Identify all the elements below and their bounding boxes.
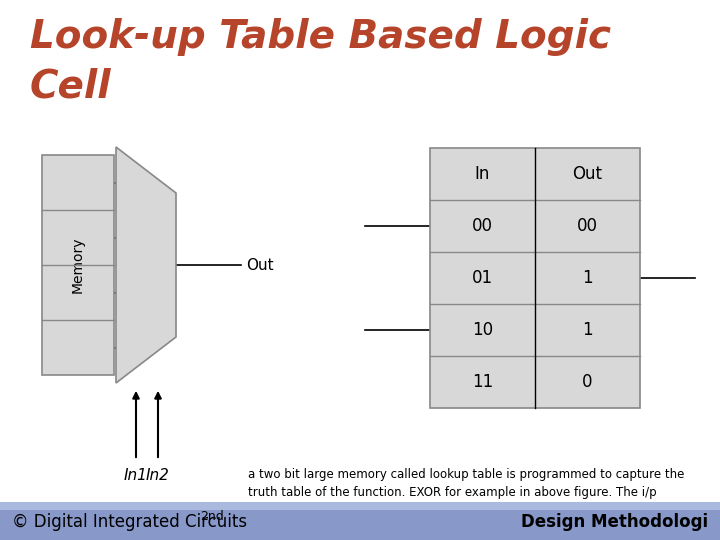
Text: 11: 11: [472, 373, 493, 391]
Text: Memory: Memory: [71, 237, 85, 293]
Text: Design Methodologi: Design Methodologi: [521, 513, 708, 531]
Bar: [0, 502, 720, 540]
Text: 00: 00: [577, 217, 598, 235]
Text: In2: In2: [146, 468, 170, 483]
Text: Out: Out: [572, 165, 603, 183]
Text: 01: 01: [472, 269, 493, 287]
Text: 2nd: 2nd: [200, 510, 224, 523]
Text: © Digital Integrated Circuits: © Digital Integrated Circuits: [12, 513, 247, 531]
Bar: [42, 155, 114, 375]
Text: 00: 00: [472, 217, 493, 235]
Text: In1: In1: [124, 468, 148, 483]
Bar: [0, 502, 720, 510]
Text: 10: 10: [472, 321, 493, 339]
Text: 1: 1: [582, 321, 593, 339]
Text: Out: Out: [246, 258, 274, 273]
Polygon shape: [116, 147, 176, 383]
Bar: [430, 148, 640, 408]
Text: Look-up Table Based Logic: Look-up Table Based Logic: [30, 18, 611, 56]
Text: 0: 0: [582, 373, 593, 391]
Text: a two bit large memory called lookup table is programmed to capture the
truth ta: a two bit large memory called lookup tab…: [248, 468, 707, 535]
Text: 1: 1: [582, 269, 593, 287]
Text: In: In: [474, 165, 490, 183]
Text: Cell: Cell: [30, 68, 112, 106]
